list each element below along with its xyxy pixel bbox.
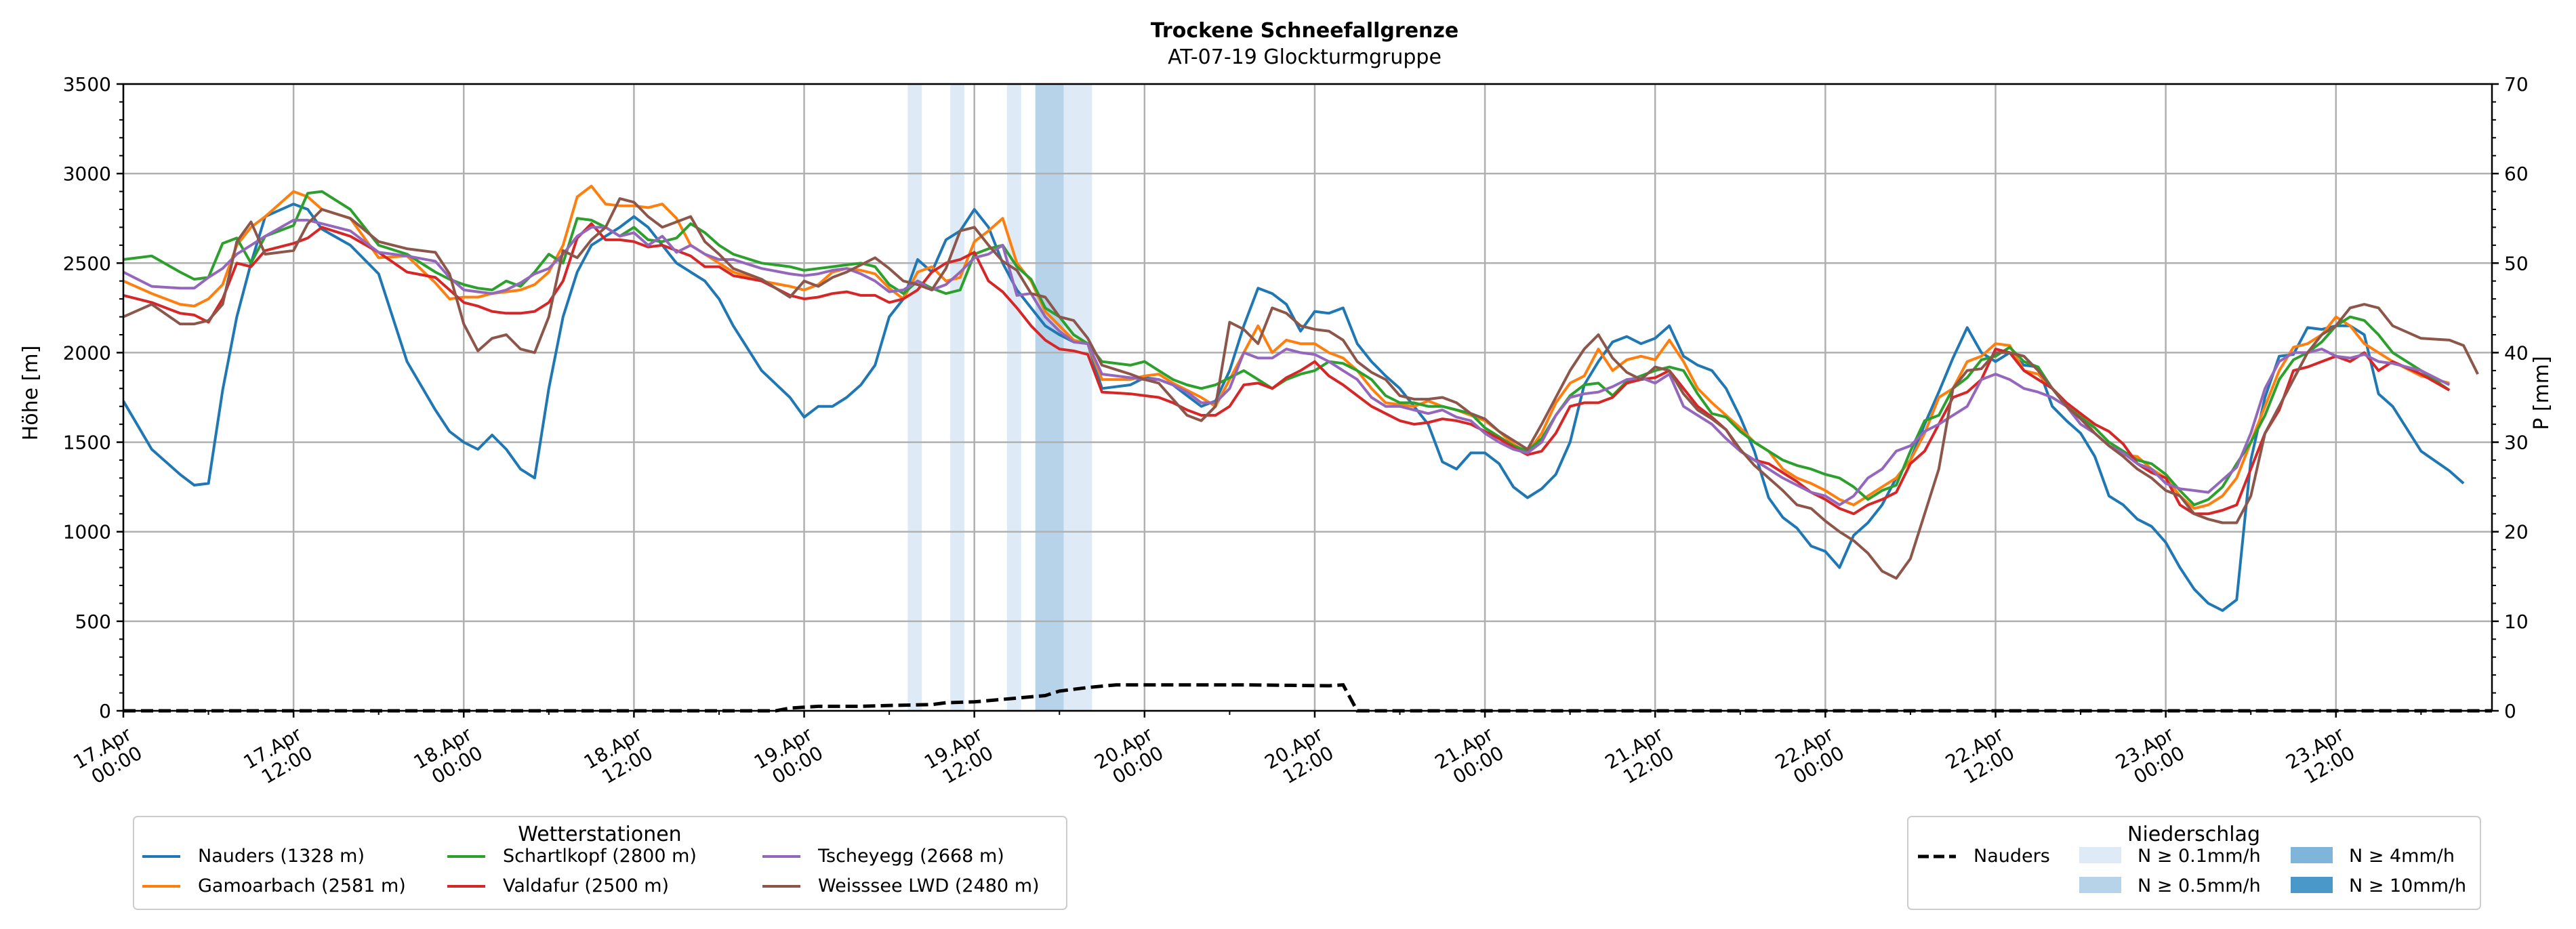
legend-precip: Niederschlag Nauders N ≥ 0.1mm/h N ≥ 0.5mm… [1907, 816, 2481, 910]
legend-stations: Wetterstationen Nauders (1328 m) Gamoarba… [133, 816, 1067, 910]
chart-title: Trockene Schneefallgrenze [1151, 19, 1458, 43]
y-tick-label: 0 [99, 700, 111, 722]
legend-label: Gamoarbach (2581 m) [198, 875, 406, 896]
legend-label: Nauders (1328 m) [198, 846, 365, 867]
series-line-6 [123, 197, 2479, 580]
y2-tick-label: 40 [2504, 342, 2529, 364]
y-tick-label: 3500 [63, 73, 111, 96]
y-tick-label: 3000 [63, 163, 111, 185]
y-tick-label: 2500 [63, 252, 111, 274]
precip-line [123, 683, 2492, 713]
legend-class-swatch [2079, 877, 2121, 893]
series-line-2 [123, 184, 2450, 510]
y2-tick-label: 0 [2504, 700, 2516, 722]
y2-tick-label: 60 [2504, 163, 2529, 185]
precip-bands [907, 84, 1092, 711]
series-lines [122, 184, 2479, 612]
y2-axis-label: P [mm] [2530, 356, 2554, 430]
legend-precip-label: Nauders [1974, 846, 2050, 867]
plot-frame [122, 83, 2493, 712]
chart-subtitle: AT-07-19 Glockturmgruppe [1168, 45, 1442, 69]
legend-precip-title: Niederschlag [2127, 823, 2260, 846]
legend-class-swatch [2291, 877, 2333, 893]
legend-class-label: N ≥ 0.5mm/h [2138, 875, 2261, 896]
legend-label: Valdafur (2500 m) [503, 875, 669, 896]
legend-class-label: N ≥ 0.1mm/h [2138, 846, 2261, 867]
legend-stations-title: Wetterstationen [518, 823, 681, 846]
y2-tick-label: 20 [2504, 521, 2529, 543]
precip-band [1063, 84, 1092, 711]
y2-tick-label: 30 [2504, 432, 2529, 454]
y-axis-label: Höhe [m] [19, 346, 43, 441]
series-line-1 [122, 203, 2465, 612]
y2-tick-label: 10 [2504, 611, 2529, 633]
legend-class-label: N ≥ 10mm/h [2349, 875, 2466, 896]
y-tick-label: 500 [75, 611, 111, 633]
y-tick-label: 1500 [63, 432, 111, 454]
precip-band [1035, 84, 1064, 711]
precip-band [1006, 84, 1021, 711]
legend-class-swatch [2079, 847, 2121, 863]
legend-label: Weisssee LWD (2480 m) [818, 875, 1040, 896]
legend-label: Tscheyegg (2668 m) [817, 846, 1004, 867]
y-tick-label: 2000 [63, 342, 111, 364]
legend-class-swatch [2291, 847, 2333, 863]
grid-lines [122, 83, 2492, 712]
legend-label: Schartlkopf (2800 m) [503, 846, 697, 867]
precip-series-line [123, 683, 2492, 713]
y2-tick-label: 50 [2504, 252, 2529, 274]
precip-band [950, 84, 965, 711]
y2-tick-label: 70 [2504, 73, 2529, 96]
y-tick-label: 1000 [63, 521, 111, 543]
series-line-5 [123, 218, 2451, 507]
legend-class-label: N ≥ 4mm/h [2349, 846, 2455, 867]
precip-band [907, 84, 922, 711]
